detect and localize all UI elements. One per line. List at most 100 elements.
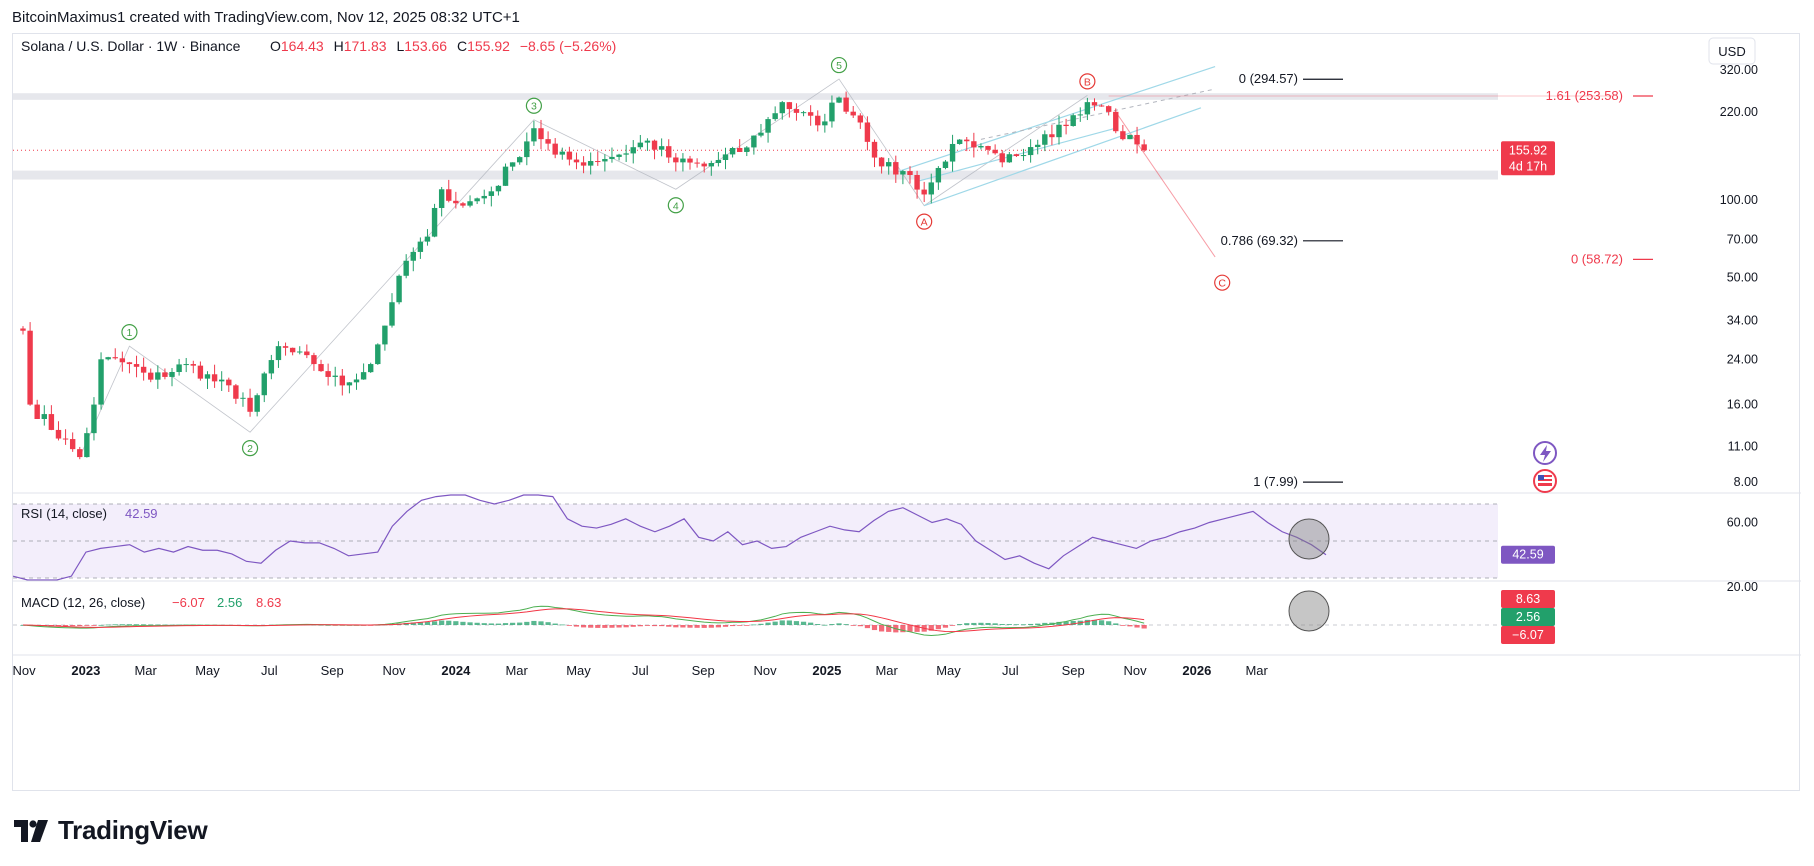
candle — [1006, 154, 1013, 163]
candle — [942, 161, 949, 168]
candle — [907, 171, 913, 175]
candle — [566, 151, 573, 160]
price-tick-label: 70.00 — [1727, 233, 1758, 247]
currency-button[interactable]: USD — [1708, 37, 1756, 65]
zone-band-0 — [13, 93, 1498, 100]
macd-histogram-bar — [985, 622, 991, 625]
macd-histogram-bar — [545, 622, 551, 625]
macd-histogram-bar — [957, 624, 963, 625]
candle — [559, 151, 565, 155]
macd-histogram-bar — [886, 625, 892, 632]
candle — [836, 97, 842, 103]
macd-histogram-bar — [98, 624, 104, 626]
candle — [155, 372, 161, 380]
candle — [885, 162, 892, 167]
macd-histogram-bar — [112, 624, 118, 626]
candle — [77, 449, 83, 458]
candle — [871, 141, 878, 158]
candle — [928, 182, 934, 195]
candle — [517, 157, 523, 163]
macd-histogram-bar — [815, 624, 821, 625]
candle — [1056, 124, 1062, 138]
macd-histogram-bar — [84, 625, 90, 626]
macd-legend-macd-value: −6.07 — [172, 595, 205, 610]
candle — [765, 119, 771, 133]
rsi-value-badge — [1501, 545, 1555, 564]
candle — [1035, 144, 1041, 148]
macd-histogram-bar — [488, 623, 494, 625]
macd-value-badge — [1501, 626, 1555, 644]
candle — [729, 147, 736, 155]
macd-histogram-bar — [843, 624, 849, 625]
macd-legend-label[interactable]: MACD (12, 26, close) — [21, 595, 145, 610]
wave-marker-2 — [241, 440, 259, 457]
time-axis-label: Nov — [382, 663, 406, 678]
macd-legend-signal-value: 2.56 — [217, 595, 242, 610]
candle — [1127, 134, 1133, 140]
chart-canvas[interactable]: 0 (294.57) 0.786 (69.32) 1 (7.99) 1.61 (253… — [13, 34, 1801, 792]
candle — [524, 141, 530, 158]
price-tick-label: 16.00 — [1727, 398, 1758, 412]
macd-histogram-bar — [538, 621, 544, 625]
candle — [148, 372, 154, 380]
candle — [978, 146, 984, 148]
time-axis-label: Nov — [1123, 663, 1147, 678]
candle — [666, 146, 672, 158]
candle — [1077, 114, 1083, 116]
candle — [311, 355, 317, 365]
candle — [218, 379, 225, 382]
macd-histogram-bar — [850, 625, 856, 626]
macd-histogram-bar — [708, 625, 714, 628]
macd-histogram-bar — [566, 625, 572, 626]
rsi-line — [13, 494, 1327, 581]
macd-histogram-bar — [77, 625, 83, 627]
wave-marker-5 — [830, 56, 848, 74]
macd-histogram-bar — [1013, 624, 1020, 626]
macd-histogram-bar — [1127, 625, 1133, 627]
zone-band-1 — [13, 170, 1498, 180]
candle — [779, 102, 785, 114]
candle — [602, 159, 608, 162]
macd-histogram-bar — [829, 624, 835, 625]
macd-histogram-bar — [673, 625, 679, 628]
macd-histogram-bar — [857, 625, 863, 627]
rsi-legend-label[interactable]: RSI (14, close) — [21, 506, 107, 521]
rsi-highlight-circle — [1288, 518, 1330, 560]
macd-signal-badge — [1501, 608, 1555, 626]
tradingview-logo[interactable]: TradingView — [14, 815, 208, 846]
time-axis-label: 2026 — [1182, 663, 1211, 678]
candle — [84, 433, 90, 458]
macd-legend-hist-value: 8.63 — [256, 595, 281, 610]
candle — [275, 346, 282, 361]
candle — [1020, 155, 1027, 157]
macd-histogram-bar — [119, 624, 125, 626]
candle — [183, 364, 189, 366]
candle — [595, 161, 601, 163]
flash-event-icon[interactable] — [1533, 441, 1557, 465]
candle — [346, 382, 353, 386]
time-axis-label: May — [936, 663, 961, 678]
candle — [772, 113, 778, 120]
candle — [623, 153, 629, 155]
ohlc-low-value: 153.66 — [404, 38, 447, 54]
time-axis[interactable]: Nov 2023 Mar May Jul Sep Nov 2024 Mar May Jul Sep No… — [13, 663, 1269, 678]
macd-histogram-bar — [949, 625, 956, 626]
macd-histogram-bar — [439, 620, 445, 625]
chart-container[interactable]: 0 (294.57) 0.786 (69.32) 1 (7.99) 1.61 (253… — [12, 33, 1801, 792]
macd-histogram-bar — [666, 625, 672, 627]
us-flag-event-icon[interactable] — [1533, 469, 1557, 493]
macd-histogram-bar — [580, 625, 587, 628]
macd-histogram-bar — [864, 625, 871, 629]
macd-histogram-bar — [1042, 622, 1048, 625]
rsi-pane: 60.00 42.59 — [13, 494, 1758, 581]
candle — [297, 351, 303, 353]
macd-histogram-bar — [1091, 619, 1098, 625]
macd-signal-badge-label: 2.56 — [1516, 610, 1540, 624]
candle — [531, 128, 537, 142]
candle — [1105, 106, 1112, 112]
candle — [488, 191, 495, 196]
symbol-title[interactable]: Solana / U.S. Dollar · 1W · Binance — [21, 38, 241, 54]
macd-histogram-bar — [765, 622, 771, 625]
price-scale[interactable]: 320.00 220.00 100.00 70.00 50.00 34.00 24.00 16… — [1501, 63, 1758, 489]
macd-histogram-bar — [155, 624, 161, 626]
